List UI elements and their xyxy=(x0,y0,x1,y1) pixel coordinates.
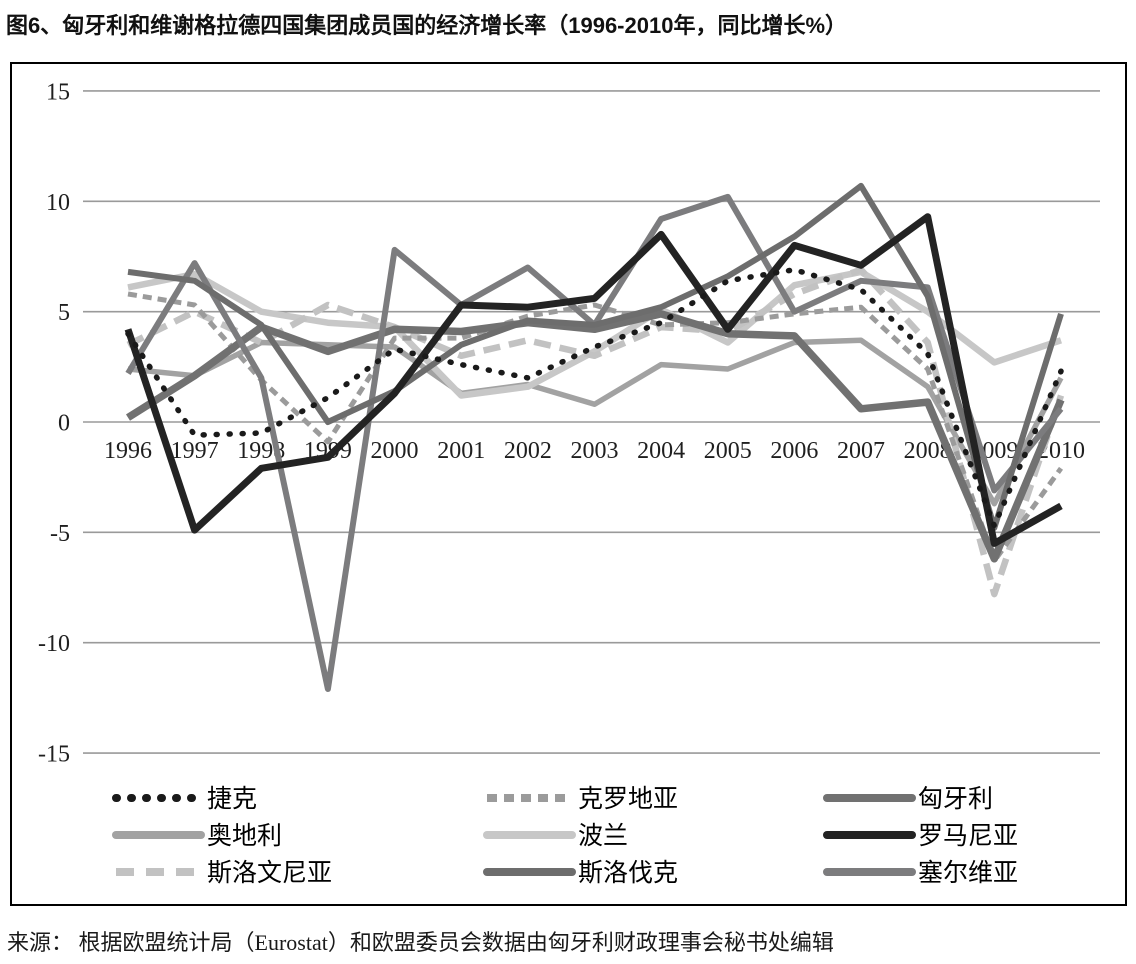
chart-frame: 15 10 5 0 -5 -10 -15 1996 1997 1998 1999 2000 2001 20… xyxy=(10,62,1127,906)
legend-item: 斯洛文尼亚 xyxy=(116,859,332,887)
y-tick-label: 10 xyxy=(46,190,70,216)
legend-label: 斯洛文尼亚 xyxy=(207,859,332,887)
x-tick-label: 2004 xyxy=(637,438,685,464)
y-tick-label: 5 xyxy=(58,300,70,326)
legend-label: 塞尔维亚 xyxy=(918,859,1018,887)
x-tick-label: 2007 xyxy=(837,438,885,464)
legend-label: 捷克 xyxy=(207,785,257,813)
y-tick-label: -15 xyxy=(38,742,70,768)
gridlines xyxy=(83,90,1100,754)
x-tick-label: 1996 xyxy=(104,438,152,464)
legend-item: 罗马尼亚 xyxy=(823,823,1018,850)
x-tick-label: 2000 xyxy=(371,438,419,464)
legend-label: 斯洛伐克 xyxy=(578,859,678,887)
legend-item: 捷克 xyxy=(112,785,257,813)
series-line-3 xyxy=(127,337,1064,507)
x-tick-label: 2005 xyxy=(704,438,752,464)
legend-item: 波兰 xyxy=(483,822,628,850)
legend-item: 克罗地亚 xyxy=(487,785,678,813)
y-tick-label: -10 xyxy=(38,631,70,657)
y-tick-label: 0 xyxy=(58,411,70,437)
legend-label: 波兰 xyxy=(578,822,628,850)
legend-label: 匈牙利 xyxy=(918,785,993,813)
legend-label: 奥地利 xyxy=(207,822,282,850)
source-note: 来源： 根据欧盟统计局（Eurostat）和欧盟委员会数据由匈牙利财政理事会秘书… xyxy=(7,930,834,955)
legend-label: 克罗地亚 xyxy=(578,785,678,813)
x-tick-label: 2002 xyxy=(504,438,552,464)
series-line-1 xyxy=(127,291,1064,564)
series-line-5 xyxy=(124,213,1063,547)
x-tick-label: 2001 xyxy=(437,438,485,464)
series-line-7 xyxy=(127,182,1064,531)
y-tick-label: 15 xyxy=(46,79,70,105)
y-tick-label: -5 xyxy=(50,521,70,547)
series-line-6 xyxy=(126,266,1065,598)
data-series xyxy=(124,182,1065,692)
chart-title: 图6、匈牙利和维谢格拉德四国集团成员国的经济增长率（1996-2010年，同比增… xyxy=(6,13,848,38)
x-tick-label: 2006 xyxy=(770,438,818,464)
legend-label: 罗马尼亚 xyxy=(918,823,1018,850)
series-line-2 xyxy=(126,310,1065,563)
legend-item: 斯洛伐克 xyxy=(483,859,678,887)
legend-item: 塞尔维亚 xyxy=(823,859,1018,887)
legend-item: 奥地利 xyxy=(112,822,282,850)
x-tick-label: 1997 xyxy=(171,438,219,464)
legend-item: 匈牙利 xyxy=(823,785,993,813)
series-line-4 xyxy=(127,268,1063,399)
x-tick-label: 2003 xyxy=(570,438,618,464)
